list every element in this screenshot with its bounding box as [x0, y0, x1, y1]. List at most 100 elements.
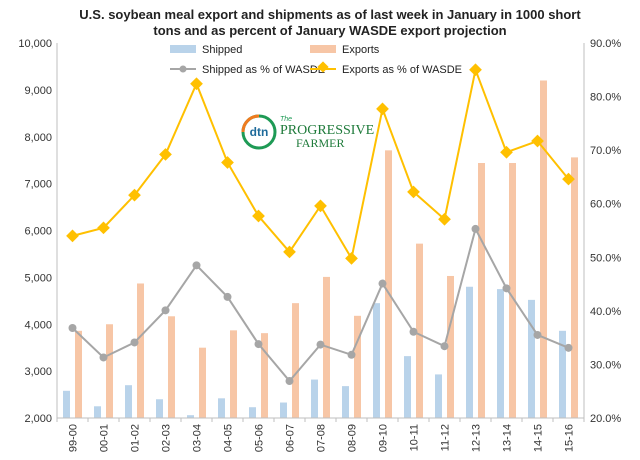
bars-layer [63, 80, 578, 418]
exports-pct-point [221, 156, 234, 169]
exports-pct-point [314, 199, 327, 213]
x-tick-label: 04-05 [223, 424, 235, 452]
chart-title-line-1: U.S. soybean meal export and shipments a… [79, 7, 581, 22]
y-left-tick-label: 4,000 [24, 319, 52, 331]
shipped-pct-point [440, 342, 449, 351]
exports-bar [137, 283, 144, 418]
legend-shipped-label: Shipped [202, 44, 242, 56]
exports-bar [168, 316, 175, 418]
legend-shipped-pct-marker [179, 65, 187, 73]
shipped-bar [435, 374, 442, 418]
y-right-tick-label: 90.0% [590, 38, 621, 50]
shipped-pct-point [533, 330, 542, 339]
shipped-bar [187, 415, 194, 418]
x-tick-label: 13-14 [502, 424, 514, 452]
exports-pct-point [345, 251, 358, 265]
logo-background [240, 112, 358, 152]
x-tick-label: 00-01 [99, 424, 111, 452]
y-right-tick-label: 80.0% [590, 92, 621, 104]
dtn-progressive-farmer-logo: dtn The PROGRESSIVE FARMER [240, 112, 374, 152]
x-tick-label: 07-08 [316, 424, 328, 452]
exports-pct-point [66, 229, 79, 243]
exports-pct-point [438, 212, 451, 226]
exports-pct-point [252, 209, 265, 223]
shipped-bar [373, 303, 380, 418]
shipped-pct-point [68, 324, 77, 332]
shipped-pct-point [161, 306, 170, 315]
y-left-tick-label: 5,000 [24, 272, 52, 284]
shipped-bar [528, 299, 535, 418]
exports-pct-point [283, 245, 296, 259]
chart-title-line-2: tons and as percent of January WASDE exp… [153, 23, 506, 38]
exports-pct-point [376, 102, 389, 116]
legend-shipped-swatch [170, 45, 196, 53]
x-tick-label: 03-04 [192, 424, 204, 452]
y-right-tick-label: 60.0% [590, 199, 621, 211]
x-tick-label: 10-11 [409, 424, 421, 451]
shipped-bar [497, 289, 504, 418]
shipped-pct-point [316, 340, 325, 349]
y-left-tick-label: 9,000 [24, 85, 52, 97]
legend-exports-pct-label: Exports as % of WASDE [342, 64, 462, 76]
x-tick-label: 02-03 [161, 424, 173, 452]
y-left-tick-label: 7,000 [24, 179, 52, 191]
x-tick-label: 14-15 [533, 424, 545, 452]
exports-bar [230, 330, 237, 418]
exports-bar [540, 80, 547, 418]
exports-bar [385, 150, 392, 418]
x-tick-label: 15-16 [564, 424, 576, 452]
exports-pct-point [128, 188, 141, 202]
shipped-pct-point [409, 327, 418, 336]
exports-bar [416, 243, 423, 418]
shipped-bar [125, 385, 132, 418]
y-right-tick-label: 70.0% [590, 145, 621, 157]
y-left-tick-label: 6,000 [24, 226, 52, 238]
exports-pct-point [500, 145, 513, 159]
x-tick-label: 05-06 [254, 424, 266, 452]
shipped-bar [249, 407, 256, 418]
exports-bar [354, 315, 361, 418]
exports-bar [447, 275, 454, 418]
axes-layer: 2,000 3,000 4,000 5,000 6,000 7,000 8,000 9,000… [18, 38, 621, 452]
exports-bar [478, 163, 485, 418]
legend: Shipped Exports Shipped as % of WASDE Ex… [170, 44, 462, 76]
y-right-tick-label: 40.0% [590, 306, 621, 318]
shipped-pct-point [564, 343, 573, 352]
legend-exports-swatch [310, 45, 336, 53]
shipped-pct-point [347, 350, 356, 359]
shipped-bar [94, 406, 101, 418]
y-left-tick-label: 10,000 [18, 38, 52, 50]
exports-pct-point [190, 77, 203, 91]
shipped-pct-point [471, 224, 480, 233]
y-right-tick-label: 50.0% [590, 252, 621, 264]
shipped-bar [156, 399, 163, 418]
shipped-bar [559, 330, 566, 418]
exports-bar [571, 157, 578, 418]
logo-wordmark-main: PROGRESSIVE [280, 123, 374, 138]
x-tick-label: 01-02 [130, 424, 142, 452]
exports-pct-point [97, 221, 110, 235]
logo-wordmark-sub: FARMER [296, 136, 344, 150]
x-tick-label: 99-00 [68, 424, 80, 452]
legend-exports-label: Exports [342, 44, 380, 56]
x-tick-label: 08-09 [347, 424, 359, 452]
shipped-pct-point [192, 261, 201, 270]
shipped-pct-point [99, 353, 108, 362]
x-tick-label: 12-13 [471, 424, 483, 452]
exports-bar [261, 333, 268, 418]
exports-pct-point [407, 185, 420, 199]
logo-wordmark-top: The [280, 116, 292, 123]
shipped-pct-point [130, 338, 139, 347]
x-tick-label: 06-07 [285, 424, 297, 452]
y-left-tick-label: 3,000 [24, 366, 52, 378]
exports-bar [106, 324, 113, 418]
shipped-bar [218, 398, 225, 418]
shipped-bar [342, 386, 349, 418]
exports-bar [199, 347, 206, 418]
shipped-pct-point [285, 377, 294, 386]
shipped-pct-point [254, 340, 263, 349]
y-right-tick-label: 30.0% [590, 359, 621, 371]
shipped-pct-point [502, 284, 511, 293]
y-right-tick-label: 20.0% [590, 413, 621, 425]
